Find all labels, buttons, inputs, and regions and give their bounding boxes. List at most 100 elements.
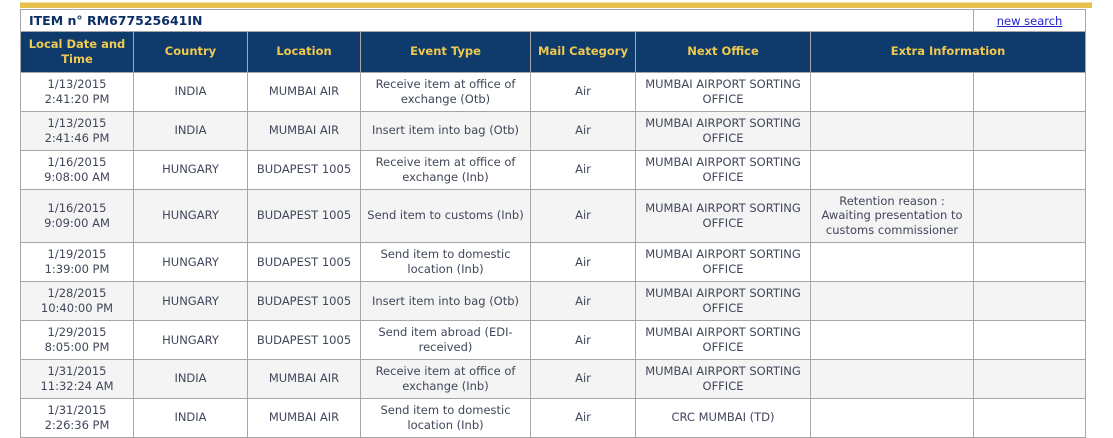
cell-location: BUDAPEST 1005 (247, 281, 361, 322)
cell-event-type: Receive item at office of exchange (Otb) (360, 71, 531, 112)
cell-country: HUNGARY (133, 149, 248, 190)
cell-blank (973, 320, 1087, 360)
column-header-event-type: Event Type (360, 31, 531, 73)
cell-extra-information (809, 149, 975, 190)
cell-extra-information (809, 242, 975, 283)
cell-location: MUMBAI AIR (247, 358, 361, 399)
cell-local-date-time: 1/19/2015 1:39:00 PM (20, 242, 134, 283)
cell-event-type: Send item abroad (EDI-received) (360, 320, 531, 360)
event-date: 1/16/2015 (47, 154, 107, 169)
cell-mail-category: Air (530, 242, 636, 283)
event-time: 1:39:00 PM (44, 262, 110, 277)
cell-mail-category: Air (530, 71, 636, 112)
column-header-row: Local Date and Time Country Location Eve… (20, 31, 1087, 73)
cell-location: MUMBAI AIR (247, 110, 361, 151)
cell-location: MUMBAI AIR (247, 397, 361, 438)
tracking-events-body: 1/13/2015 2:41:20 PM INDIA MUMBAI AIR Receiv… (20, 71, 1087, 438)
cell-local-date-time: 1/31/2015 11:32:24 AM (20, 358, 134, 399)
cell-event-type: Send item to customs (Inb) (360, 188, 531, 244)
cell-location: BUDAPEST 1005 (247, 320, 361, 360)
cell-local-date-time: 1/13/2015 2:41:20 PM (20, 71, 134, 112)
cell-local-date-time: 1/13/2015 2:41:46 PM (20, 110, 134, 151)
table-row: 1/31/2015 11:32:24 AM INDIA MUMBAI AIR Recei… (20, 358, 1087, 399)
cell-blank (973, 149, 1087, 190)
cell-blank (973, 110, 1087, 151)
cell-next-office: MUMBAI AIRPORT SORTING OFFICE (635, 281, 811, 322)
cell-location: MUMBAI AIR (247, 71, 361, 112)
tracking-events-table: ITEM n° RM677525641IN new search Local D… (19, 9, 1087, 438)
event-date: 1/16/2015 (47, 200, 107, 215)
table-row: 1/13/2015 2:41:46 PM INDIA MUMBAI AIR Insert… (20, 110, 1087, 151)
table-row: 1/13/2015 2:41:20 PM INDIA MUMBAI AIR Receiv… (20, 71, 1087, 112)
cell-country: HUNGARY (133, 188, 248, 244)
cell-mail-category: Air (530, 110, 636, 151)
cell-country: INDIA (133, 397, 248, 438)
cell-next-office: MUMBAI AIRPORT SORTING OFFICE (635, 358, 811, 399)
cell-country: HUNGARY (133, 281, 248, 322)
cell-event-type: Insert item into bag (Otb) (360, 281, 531, 322)
table-row: 1/16/2015 9:09:00 AM HUNGARY BUDAPEST 1005 S… (20, 188, 1087, 244)
table-row: 1/28/2015 10:40:00 PM HUNGARY BUDAPEST 1005… (20, 281, 1087, 322)
column-header-local-date-time: Local Date and Time (20, 31, 134, 73)
cell-event-type: Send item to domestic location (Inb) (360, 397, 531, 438)
cell-country: INDIA (133, 358, 248, 399)
event-time: 11:32:24 AM (40, 378, 114, 393)
cell-country: INDIA (133, 71, 248, 112)
cell-next-office: MUMBAI AIRPORT SORTING OFFICE (635, 320, 811, 360)
cell-location: BUDAPEST 1005 (247, 242, 361, 283)
title-row: ITEM n° RM677525641IN new search (19, 9, 1087, 32)
event-time: 2:41:46 PM (44, 130, 110, 145)
cell-blank (973, 397, 1087, 438)
event-date: 1/31/2015 (47, 402, 107, 417)
new-search-link[interactable]: new search (996, 13, 1063, 28)
cell-mail-category: Air (530, 320, 636, 360)
cell-mail-category: Air (530, 397, 636, 438)
cell-country: HUNGARY (133, 242, 248, 283)
cell-extra-information: Retention reason : Awaiting presentation… (809, 188, 975, 244)
event-time: 2:41:20 PM (44, 91, 110, 106)
cell-blank (973, 242, 1087, 283)
cell-event-type: Receive item at office of exchange (Inb) (360, 358, 531, 399)
event-time: 2:26:36 PM (44, 417, 110, 432)
cell-next-office: CRC MUMBAI (TD) (635, 397, 811, 438)
cell-location: BUDAPEST 1005 (247, 149, 361, 190)
cell-local-date-time: 1/16/2015 9:09:00 AM (20, 188, 134, 244)
cell-blank (973, 358, 1087, 399)
cell-local-date-time: 1/28/2015 10:40:00 PM (20, 281, 134, 322)
cell-extra-information (809, 71, 975, 112)
event-time: 9:08:00 AM (44, 169, 110, 184)
cell-event-type: Send item to domestic location (Inb) (360, 242, 531, 283)
table-row: 1/16/2015 9:08:00 AM HUNGARY BUDAPEST 1005 R… (20, 149, 1087, 190)
event-time: 10:40:00 PM (40, 301, 114, 316)
column-header-country: Country (133, 31, 248, 73)
cell-blank (973, 71, 1087, 112)
table-row: 1/19/2015 1:39:00 PM HUNGARY BUDAPEST 1005 S… (20, 242, 1087, 283)
event-date: 1/13/2015 (47, 115, 107, 130)
event-date: 1/13/2015 (47, 76, 107, 91)
cell-extra-information (809, 281, 975, 322)
cell-blank (973, 281, 1087, 322)
column-header-next-office: Next Office (635, 31, 811, 73)
event-time: 8:05:00 PM (44, 340, 110, 354)
cell-extra-information (809, 358, 975, 399)
cell-local-date-time: 1/31/2015 2:26:36 PM (20, 397, 134, 438)
cell-event-type: Receive item at office of exchange (Inb) (360, 149, 531, 190)
cell-country: HUNGARY (133, 320, 248, 360)
column-header-location: Location (247, 31, 361, 73)
event-time: 9:09:00 AM (44, 215, 110, 230)
cell-blank (973, 188, 1087, 244)
table-row: 1/31/2015 2:26:36 PM INDIA MUMBAI AIR Send i… (20, 397, 1087, 438)
event-date: 1/29/2015 (47, 325, 107, 340)
cell-location: BUDAPEST 1005 (247, 188, 361, 244)
cell-event-type: Insert item into bag (Otb) (360, 110, 531, 151)
cell-extra-information (809, 110, 975, 151)
cell-mail-category: Air (530, 149, 636, 190)
cell-mail-category: Air (530, 358, 636, 399)
table-row: 1/29/2015 8:05:00 PM HUNGARY BUDAPEST 1005 S… (20, 320, 1087, 360)
cell-extra-information (809, 397, 975, 438)
cell-local-date-time: 1/29/2015 8:05:00 PM (20, 320, 134, 360)
event-date: 1/31/2015 (47, 363, 107, 378)
cell-next-office: MUMBAI AIRPORT SORTING OFFICE (635, 71, 811, 112)
event-date: 1/28/2015 (47, 286, 107, 301)
new-search-cell: new search (973, 9, 1087, 32)
